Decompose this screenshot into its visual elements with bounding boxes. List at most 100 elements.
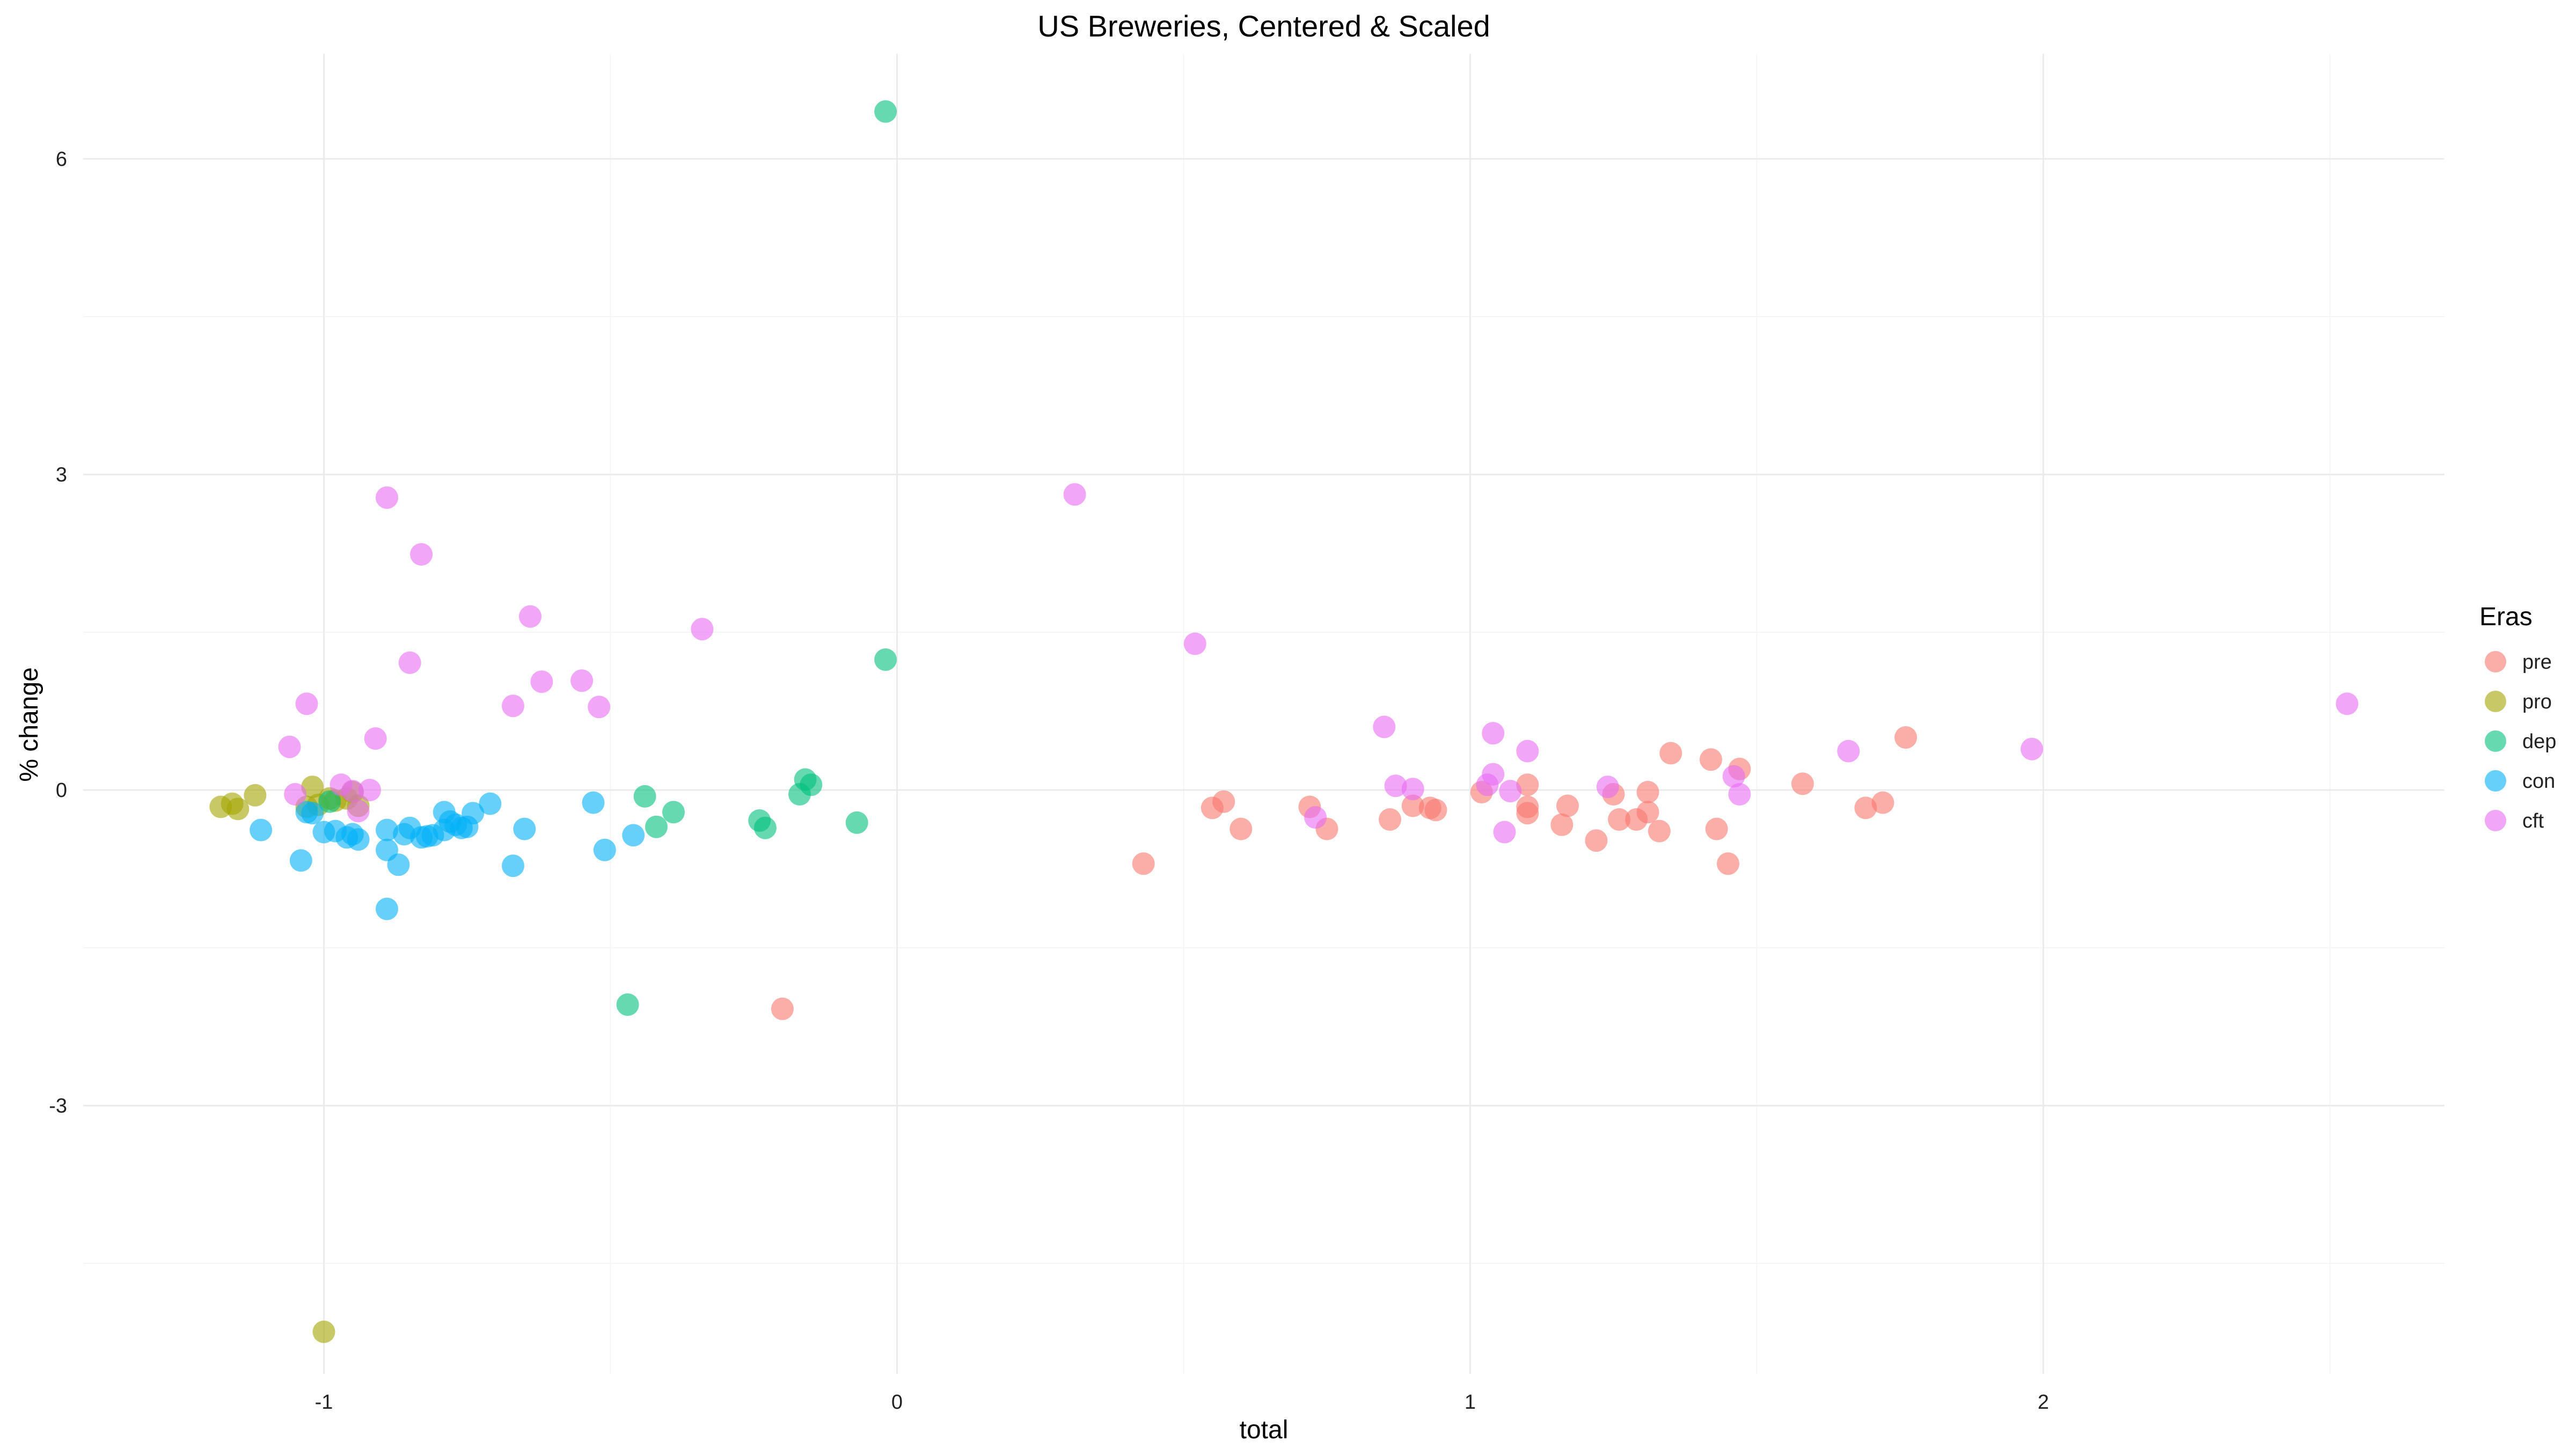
data-point-pre	[1636, 781, 1659, 803]
data-point-cft	[691, 618, 714, 641]
series-con	[250, 791, 645, 920]
legend-label-con: con	[2522, 770, 2555, 793]
legend-key-pro	[2485, 691, 2506, 712]
data-point-pre	[1636, 801, 1659, 824]
data-point-cft	[1493, 821, 1516, 844]
data-point-cft	[1063, 483, 1086, 506]
data-point-cft	[1516, 740, 1539, 763]
data-point-con	[376, 897, 398, 920]
x-axis-ticks: -1 0 1 2	[315, 1391, 2049, 1414]
y-tick-label: 3	[56, 464, 67, 486]
data-point-dep	[753, 816, 777, 839]
legend-key-con	[2485, 770, 2506, 792]
data-point-cft	[2021, 737, 2044, 760]
data-point-pre	[1648, 819, 1671, 843]
data-point-cft	[1499, 780, 1522, 803]
legend: Eras pre pro dep con cft	[2479, 603, 2556, 832]
data-point-con	[513, 817, 536, 840]
data-point-pre	[1516, 802, 1539, 825]
data-point-cft	[570, 669, 594, 692]
data-point-cft	[1482, 763, 1505, 786]
chart-title: US Breweries, Centered & Scaled	[1037, 9, 1490, 43]
data-point-pre	[1659, 742, 1682, 765]
series-pro	[209, 775, 370, 1343]
data-point-cft	[398, 651, 421, 674]
data-point-pre	[1516, 773, 1539, 796]
data-point-pre	[1871, 791, 1894, 814]
data-point-con	[301, 802, 324, 825]
x-axis-label: total	[1240, 1416, 1289, 1444]
data-point-pre	[1212, 790, 1235, 813]
data-point-cft	[341, 780, 364, 803]
legend-label-pro: pro	[2522, 691, 2552, 713]
data-point-con	[502, 854, 524, 877]
data-point-pre	[1424, 799, 1447, 822]
series-cft	[278, 483, 2359, 844]
data-point-pre	[771, 997, 794, 1020]
x-tick-label: 1	[1465, 1391, 1476, 1414]
data-point-con	[582, 791, 605, 814]
data-point-con	[376, 818, 398, 841]
legend-label-pre: pre	[2522, 651, 2552, 674]
data-point-dep	[318, 790, 341, 813]
data-point-pro	[312, 1320, 335, 1343]
data-point-pre	[1550, 813, 1574, 836]
legend-key-dep	[2485, 730, 2506, 752]
legend-key-pre	[2485, 651, 2506, 672]
data-point-cft	[284, 783, 307, 806]
data-point-pre	[1854, 796, 1877, 819]
data-point-pre	[1379, 808, 1401, 831]
data-point-dep	[800, 773, 823, 796]
data-point-cft	[1837, 740, 1860, 763]
data-point-cft	[1596, 775, 1619, 799]
grid	[83, 54, 2445, 1374]
data-point-cft	[1401, 778, 1424, 801]
data-point-cft	[364, 727, 387, 750]
legend-key-cft	[2485, 810, 2506, 831]
data-point-con	[387, 853, 410, 876]
data-point-pre	[1791, 772, 1814, 795]
data-point-con	[250, 818, 273, 841]
data-point-cft	[588, 696, 611, 719]
data-point-dep	[633, 785, 656, 808]
data-point-con	[462, 802, 485, 825]
data-point-cft	[1722, 765, 1745, 788]
data-point-con	[289, 849, 312, 872]
data-point-pre	[1556, 794, 1579, 817]
data-point-dep	[845, 811, 868, 834]
data-point-pre	[1401, 794, 1424, 817]
data-point-dep	[874, 648, 897, 671]
data-point-cft	[1482, 722, 1505, 745]
data-point-con	[593, 838, 616, 861]
data-point-pre	[1894, 726, 1918, 749]
data-points	[209, 100, 2359, 1343]
data-point-cft	[376, 486, 398, 509]
x-tick-label: 2	[2038, 1391, 2049, 1414]
data-point-pre	[1132, 852, 1155, 875]
x-tick-label: 0	[891, 1391, 903, 1414]
data-point-pre	[1705, 817, 1728, 840]
data-point-cft	[502, 694, 524, 718]
data-point-cft	[347, 800, 370, 823]
data-point-cft	[1384, 774, 1407, 797]
y-tick-label: 0	[56, 779, 67, 802]
data-point-con	[622, 824, 645, 847]
y-axis-label: % change	[15, 667, 43, 782]
data-point-pre	[1230, 817, 1253, 840]
data-point-pro	[244, 784, 267, 807]
data-point-con	[479, 792, 502, 815]
data-point-cft	[1373, 715, 1396, 738]
data-point-pre	[1700, 748, 1722, 771]
data-point-cft	[1183, 632, 1206, 655]
series-pre	[771, 726, 1918, 1020]
data-point-cft	[2336, 692, 2359, 715]
legend-title: Eras	[2479, 603, 2533, 631]
data-point-pro	[226, 797, 250, 821]
data-point-cft	[519, 605, 541, 628]
y-tick-label: -3	[49, 1095, 67, 1117]
legend-label-cft: cft	[2522, 810, 2544, 832]
y-tick-label: 6	[56, 148, 67, 171]
series-dep	[318, 100, 897, 1016]
